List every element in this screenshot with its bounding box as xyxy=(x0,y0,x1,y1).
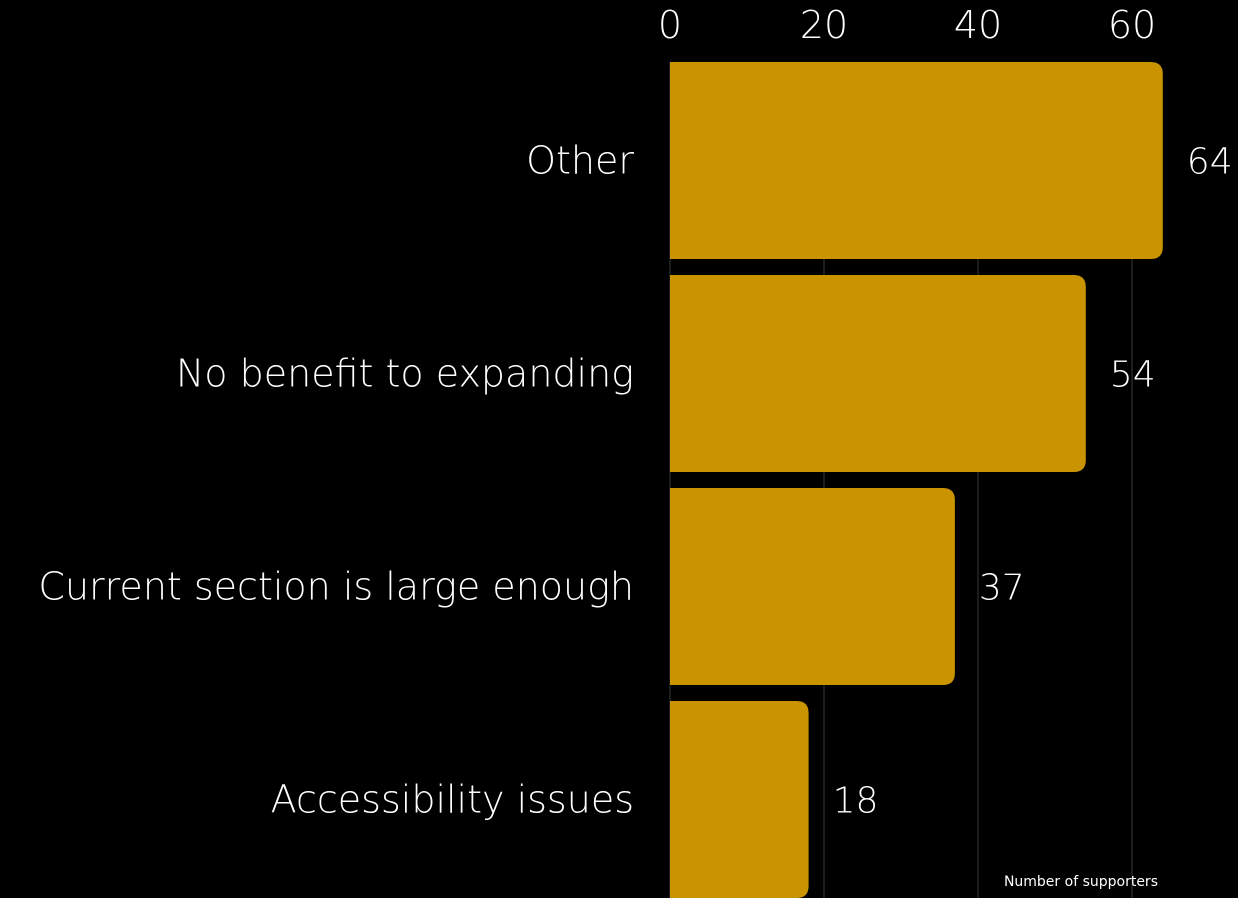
category-label-current-section-is-large-enough: Current section is large enough xyxy=(38,565,634,609)
x-tick-label-60: 60 xyxy=(1108,3,1156,47)
value-label-accessibility-issues: 18 xyxy=(833,781,879,822)
bars xyxy=(670,62,1163,898)
value-labels: 64 54 37 18 xyxy=(833,142,1233,822)
x-axis-ticks: 0 20 40 60 xyxy=(658,3,1156,47)
bar-no-benefit-to-expanding xyxy=(670,275,1086,472)
bar-current-section-is-large-enough xyxy=(670,488,955,685)
value-label-current-section-is-large-enough: 37 xyxy=(979,568,1025,609)
category-labels: Other No benefit to expanding Current sect… xyxy=(38,139,634,822)
x-axis-title: Number of supporters xyxy=(1004,874,1158,890)
bar-accessibility-issues xyxy=(670,701,809,898)
x-tick-label-20: 20 xyxy=(800,3,848,47)
x-tick-label-0: 0 xyxy=(658,3,682,47)
category-label-no-benefit-to-expanding: No benefit to expanding xyxy=(176,352,634,396)
category-label-other: Other xyxy=(526,139,634,183)
category-label-accessibility-issues: Accessibility issues xyxy=(271,778,634,822)
x-tick-label-40: 40 xyxy=(954,3,1002,47)
value-label-other: 64 xyxy=(1187,142,1233,183)
value-label-no-benefit-to-expanding: 54 xyxy=(1110,355,1156,396)
bar-other xyxy=(670,62,1163,259)
